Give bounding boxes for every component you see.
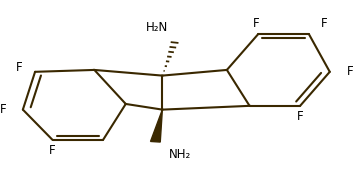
Text: H₂N: H₂N (146, 21, 168, 34)
Text: F: F (49, 144, 56, 157)
Text: F: F (16, 61, 23, 74)
Text: F: F (297, 110, 303, 123)
Text: F: F (347, 65, 354, 78)
Text: F: F (0, 103, 7, 116)
Text: F: F (321, 17, 328, 30)
Text: F: F (253, 17, 260, 30)
Text: NH₂: NH₂ (169, 148, 191, 160)
Polygon shape (150, 110, 162, 142)
